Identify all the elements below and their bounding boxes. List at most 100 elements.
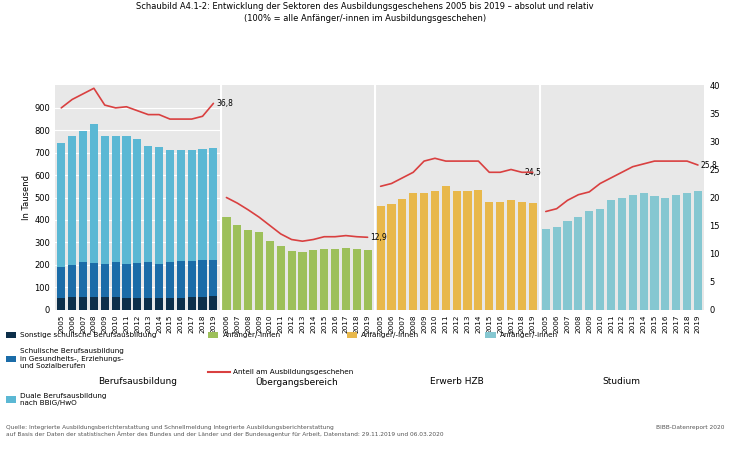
Bar — [199, 297, 207, 310]
Bar — [155, 264, 163, 298]
Bar — [101, 264, 109, 298]
Text: 24,5: 24,5 — [525, 168, 542, 177]
Text: Berufsausbildung: Berufsausbildung — [98, 377, 177, 386]
Text: Übergangsbereich: Übergangsbereich — [255, 377, 339, 387]
Bar — [144, 262, 153, 298]
Bar — [210, 148, 218, 260]
Bar — [683, 193, 691, 310]
Bar — [166, 298, 174, 310]
Bar — [90, 263, 98, 297]
Bar — [585, 211, 593, 310]
Bar — [123, 136, 131, 264]
Text: Erwerb HZB: Erwerb HZB — [430, 377, 483, 386]
Bar — [123, 298, 131, 310]
Text: Anfänger/-innen: Anfänger/-innen — [500, 332, 558, 338]
Bar — [542, 229, 550, 310]
Text: Anfänger/-innen: Anfänger/-innen — [361, 332, 420, 338]
Bar — [553, 227, 561, 310]
Bar — [518, 202, 526, 310]
Text: Sonstige schulische Berufsausbildung: Sonstige schulische Berufsausbildung — [20, 332, 157, 338]
Bar — [177, 261, 185, 298]
Bar — [123, 264, 131, 298]
Bar — [629, 195, 637, 310]
Bar — [112, 136, 120, 262]
Bar — [134, 298, 142, 310]
Bar — [68, 297, 76, 310]
Bar — [464, 191, 472, 310]
Bar — [266, 241, 274, 310]
Bar — [144, 298, 153, 310]
Bar — [79, 131, 87, 262]
Text: 36,8: 36,8 — [216, 99, 233, 108]
Text: Duale Berufsausbildung
nach BBiG/HwO: Duale Berufsausbildung nach BBiG/HwO — [20, 393, 107, 407]
Bar — [377, 207, 385, 310]
Bar — [529, 203, 537, 310]
Bar — [90, 124, 98, 263]
Bar — [564, 221, 572, 310]
Bar — [199, 149, 207, 260]
Bar — [223, 217, 231, 310]
Bar — [166, 150, 174, 262]
Text: Anfänger/-innen: Anfänger/-innen — [223, 332, 281, 338]
Bar — [342, 248, 350, 310]
Bar — [409, 193, 418, 310]
Bar — [320, 249, 328, 310]
Bar — [650, 196, 658, 310]
Text: Anteil am Ausbildungsgeschehen: Anteil am Ausbildungsgeschehen — [233, 369, 353, 375]
Bar — [596, 209, 604, 310]
Bar — [496, 202, 504, 310]
Bar — [57, 298, 66, 310]
Bar — [188, 261, 196, 298]
Bar — [507, 200, 515, 310]
Bar — [101, 136, 109, 264]
Bar — [364, 250, 372, 310]
Bar — [661, 198, 669, 310]
Bar — [199, 260, 207, 297]
Bar — [210, 296, 218, 310]
Bar — [101, 298, 109, 310]
Bar — [399, 199, 407, 310]
Bar — [607, 200, 615, 310]
Bar — [134, 263, 142, 298]
Bar — [277, 246, 285, 310]
Y-axis label: In Tausend: In Tausend — [22, 175, 31, 220]
Bar — [57, 143, 66, 267]
Bar — [420, 193, 429, 310]
Bar — [288, 251, 296, 310]
Text: 12,9: 12,9 — [370, 233, 386, 242]
Bar — [177, 150, 185, 261]
Bar — [618, 198, 626, 310]
Bar — [155, 298, 163, 310]
Bar — [210, 260, 218, 296]
Bar — [485, 202, 493, 310]
Bar — [134, 139, 142, 263]
Text: Quelle: Integrierte Ausbildungsberichterstattung und Schnellmeldung Integrierte : Quelle: Integrierte Ausbildungsberichter… — [6, 425, 443, 437]
Bar — [68, 136, 76, 265]
Bar — [155, 146, 163, 264]
Bar — [244, 230, 253, 310]
Bar — [442, 186, 450, 310]
Bar — [166, 262, 174, 298]
Bar — [188, 150, 196, 261]
Bar — [331, 249, 339, 310]
Bar — [57, 267, 66, 298]
Bar — [90, 297, 98, 310]
Bar — [672, 195, 680, 310]
Text: Schaubild A4.1-2: Entwicklung der Sektoren des Ausbildungsgeschehens 2005 bis 20: Schaubild A4.1-2: Entwicklung der Sektor… — [137, 2, 593, 23]
Text: Schulische Berufsausbildung
in Gesundheits-, Erziehungs-
und Sozialberufen: Schulische Berufsausbildung in Gesundhei… — [20, 348, 124, 370]
Bar — [694, 191, 702, 310]
Bar — [68, 265, 76, 297]
Bar — [188, 298, 196, 310]
Bar — [79, 262, 87, 297]
Bar — [310, 250, 318, 310]
Bar — [112, 262, 120, 297]
Bar — [255, 232, 263, 310]
Bar — [112, 297, 120, 310]
Bar — [177, 298, 185, 310]
Bar — [353, 249, 361, 310]
Bar — [474, 190, 483, 310]
Bar — [144, 146, 153, 262]
Bar — [233, 225, 242, 310]
Bar — [299, 252, 307, 310]
Text: Studium: Studium — [603, 377, 641, 386]
